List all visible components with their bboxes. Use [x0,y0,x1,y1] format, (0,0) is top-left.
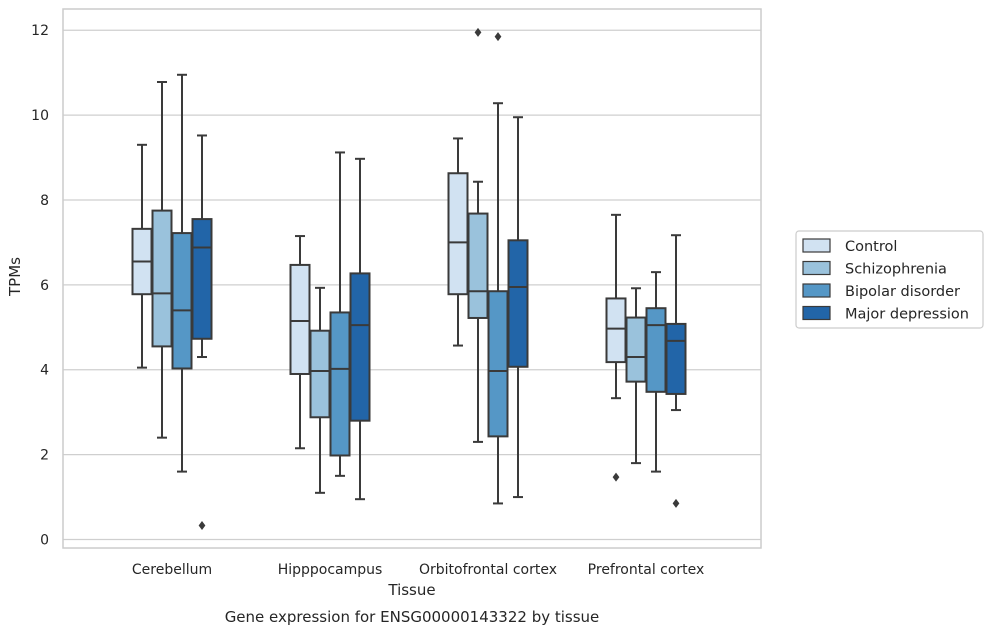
legend-frame [795,230,984,329]
x-tick-label: Prefrontal cortex [588,562,705,578]
outlier-point [612,472,620,482]
box-body [467,212,489,319]
y-tick-label: 0 [40,533,49,549]
legend-label: Control [845,239,897,255]
box-1-1 [309,286,331,494]
box-body [329,311,351,457]
box-1-3 [349,157,371,501]
legend-label: Schizophrenia [845,262,947,278]
x-tick-labels: Cerebellum Hipppocampus Orbitofrontal cort… [132,562,704,578]
box-body [507,239,529,368]
box-body [171,232,193,370]
legend-swatch [802,305,831,321]
box-3-2 [645,271,667,473]
box-0-3 [191,134,213,531]
outlier-point [494,32,502,42]
y-tick-label: 10 [31,108,49,124]
box-3-1 [625,287,647,465]
y-tick-label: 8 [40,193,49,209]
plot-frame [62,8,762,549]
box-0-1 [151,80,173,439]
y-tick-label: 4 [40,363,49,379]
box-3-0 [605,213,627,482]
x-tick-label: Hipppocampus [278,562,383,578]
box-body [289,263,311,375]
box-0-2 [171,73,193,473]
x-axis-label: Tissue [387,581,435,599]
box-body [447,172,469,296]
outlier-point [474,27,482,37]
y-axis-label: TPMs [6,257,24,297]
outlier-point [198,521,206,531]
box-body [309,329,331,419]
box-body [349,272,371,422]
legend-swatch [802,283,831,298]
box-body [487,290,509,438]
box-body [625,316,647,383]
box-1-2 [329,151,351,477]
box-body [605,297,627,364]
box-2-3 [507,116,529,499]
y-tick-label: 6 [40,278,49,294]
box-2-2 [487,32,509,505]
legend-swatch [802,238,831,253]
box-plot-boxes [131,27,687,531]
box-2-0 [447,137,469,347]
box-2-1 [467,27,489,443]
chart-caption: Gene expression for ENSG00000143322 by t… [225,608,600,626]
x-tick-label: Orbitofrontal cortex [419,562,557,578]
legend-label: Bipolar disorder [845,284,960,300]
y-tick-label: 2 [40,448,49,464]
outlier-point [672,498,680,508]
box-1-0 [289,235,311,450]
x-tick-label: Cerebellum [132,562,212,578]
y-tick-labels: 0 2 4 6 8 10 12 [31,23,49,548]
box-3-3 [665,234,687,508]
box-body [645,307,667,393]
box-body [665,322,687,395]
y-tick-label: 12 [31,23,49,39]
legend: Control Schizophrenia Bipolar disorder Majo… [795,230,984,329]
legend-swatch [802,260,831,276]
box-body [191,218,213,340]
legend-label: Major depression [845,307,969,323]
box-0-0 [131,143,153,369]
box-body [151,209,173,348]
